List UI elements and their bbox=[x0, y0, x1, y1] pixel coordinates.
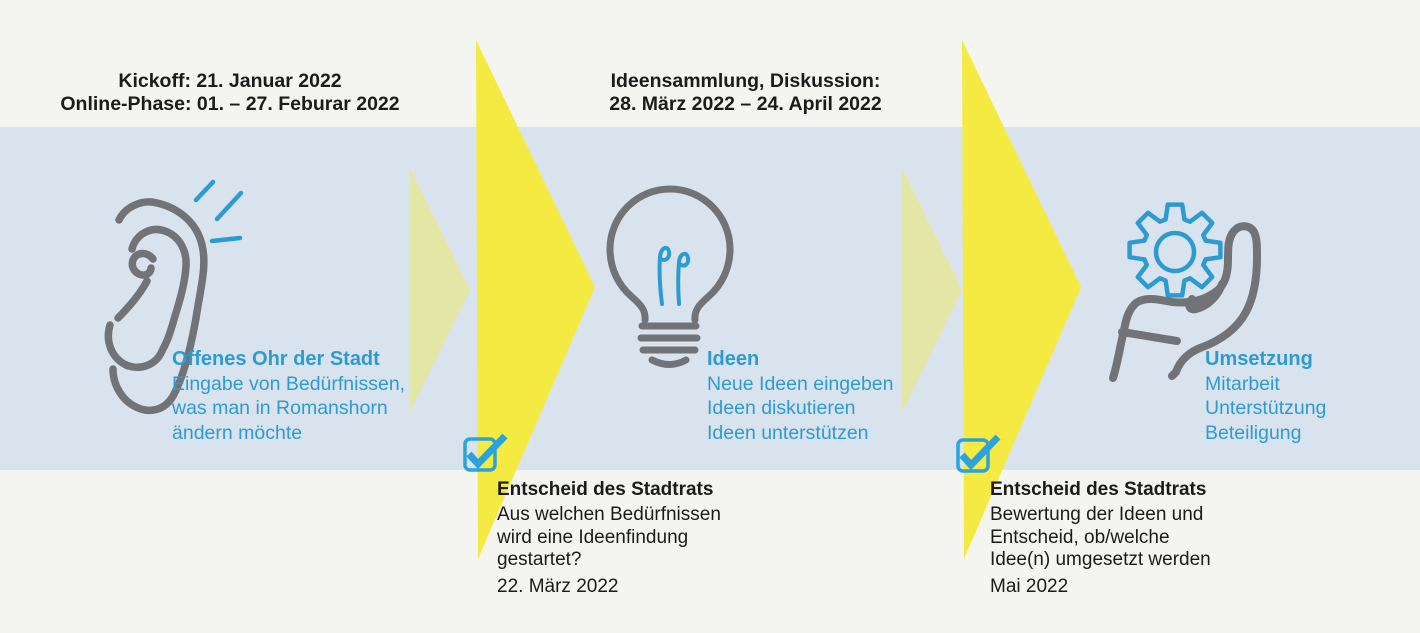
checkbox-checked-icon-1 bbox=[463, 433, 508, 472]
filament-icon bbox=[657, 245, 691, 306]
stage-line: Mitarbeit bbox=[1205, 372, 1280, 395]
decision-title: Entscheid des Stadtrats bbox=[497, 479, 714, 500]
phase1-online-phase-line: Online-Phase: 01. – 27. Feburar 2022 bbox=[60, 93, 400, 115]
stage-line: Neue Ideen eingeben bbox=[707, 372, 894, 395]
phase1-dates-label: Kickoff: 21. Januar 2022 Online-Phase: 0… bbox=[30, 70, 430, 116]
ear-icon bbox=[104, 179, 244, 415]
decision-line: Idee(n) umgesetzt werden bbox=[990, 549, 1211, 571]
decision-date: 22. März 2022 bbox=[497, 575, 619, 597]
sound-waves-icon bbox=[193, 179, 244, 244]
process-arrow-1 bbox=[476, 40, 595, 559]
decision-title: Entscheid des Stadtrats bbox=[990, 479, 1207, 500]
stage-line: Eingabe von Bedürfnissen, bbox=[172, 372, 406, 395]
stage-umsetzung-text: Umsetzung Mitarbeit Unterstützung Beteil… bbox=[1205, 347, 1326, 445]
stage-title: Umsetzung bbox=[1205, 348, 1313, 370]
stage-line: Unterstützung bbox=[1205, 397, 1327, 419]
decision-line: wird eine Ideenfindung bbox=[497, 526, 689, 548]
stage-offenes-ohr-text: Offenes Ohr der Stadt Eingabe von Bedürf… bbox=[172, 347, 405, 445]
decision-line: gestartet? bbox=[497, 549, 582, 571]
decision-1-text: Entscheid des Stadtrats Aus welchen Bedü… bbox=[497, 479, 721, 598]
hand-icon bbox=[1109, 222, 1261, 382]
stage-line: Ideen diskutieren bbox=[707, 397, 856, 419]
stage-title: Offenes Ohr der Stadt bbox=[172, 348, 380, 370]
small-arrow-1 bbox=[410, 168, 470, 412]
decision-line: Bewertung der Ideen und bbox=[990, 504, 1204, 526]
checkbox-checked-icon-2 bbox=[956, 434, 1001, 473]
stage-line: Ideen unterstützen bbox=[707, 421, 869, 444]
decision-date: Mai 2022 bbox=[990, 575, 1069, 597]
gear-hand-icon bbox=[1109, 202, 1261, 382]
decision-line: Aus welchen Bedürfnissen bbox=[497, 504, 721, 526]
gear-icon bbox=[1127, 202, 1223, 298]
decision-line: Entscheid, ob/welche bbox=[990, 526, 1170, 548]
decision-2-text: Entscheid des Stadtrats Bewertung der Id… bbox=[990, 479, 1211, 598]
phase1-kickoff-line: Kickoff: 21. Januar 2022 bbox=[118, 70, 342, 92]
stage-line: ändern möchte bbox=[172, 421, 303, 444]
process-arrow-2 bbox=[962, 40, 1081, 559]
small-arrow-2 bbox=[902, 168, 962, 412]
stage-line: Beteiligung bbox=[1205, 421, 1302, 444]
phase2-dates-label: Ideensammlung, Diskussion: 28. März 2022… bbox=[548, 70, 943, 116]
lightbulb-icon bbox=[606, 185, 734, 368]
stage-title: Ideen bbox=[707, 348, 760, 370]
phase2-dates-line: 28. März 2022 – 24. April 2022 bbox=[609, 93, 882, 115]
stage-ideen-text: Ideen Neue Ideen eingeben Ideen diskutie… bbox=[707, 347, 894, 445]
stage-line: was man in Romanshorn bbox=[172, 397, 388, 419]
phase2-title-line: Ideensammlung, Diskussion: bbox=[610, 70, 881, 92]
